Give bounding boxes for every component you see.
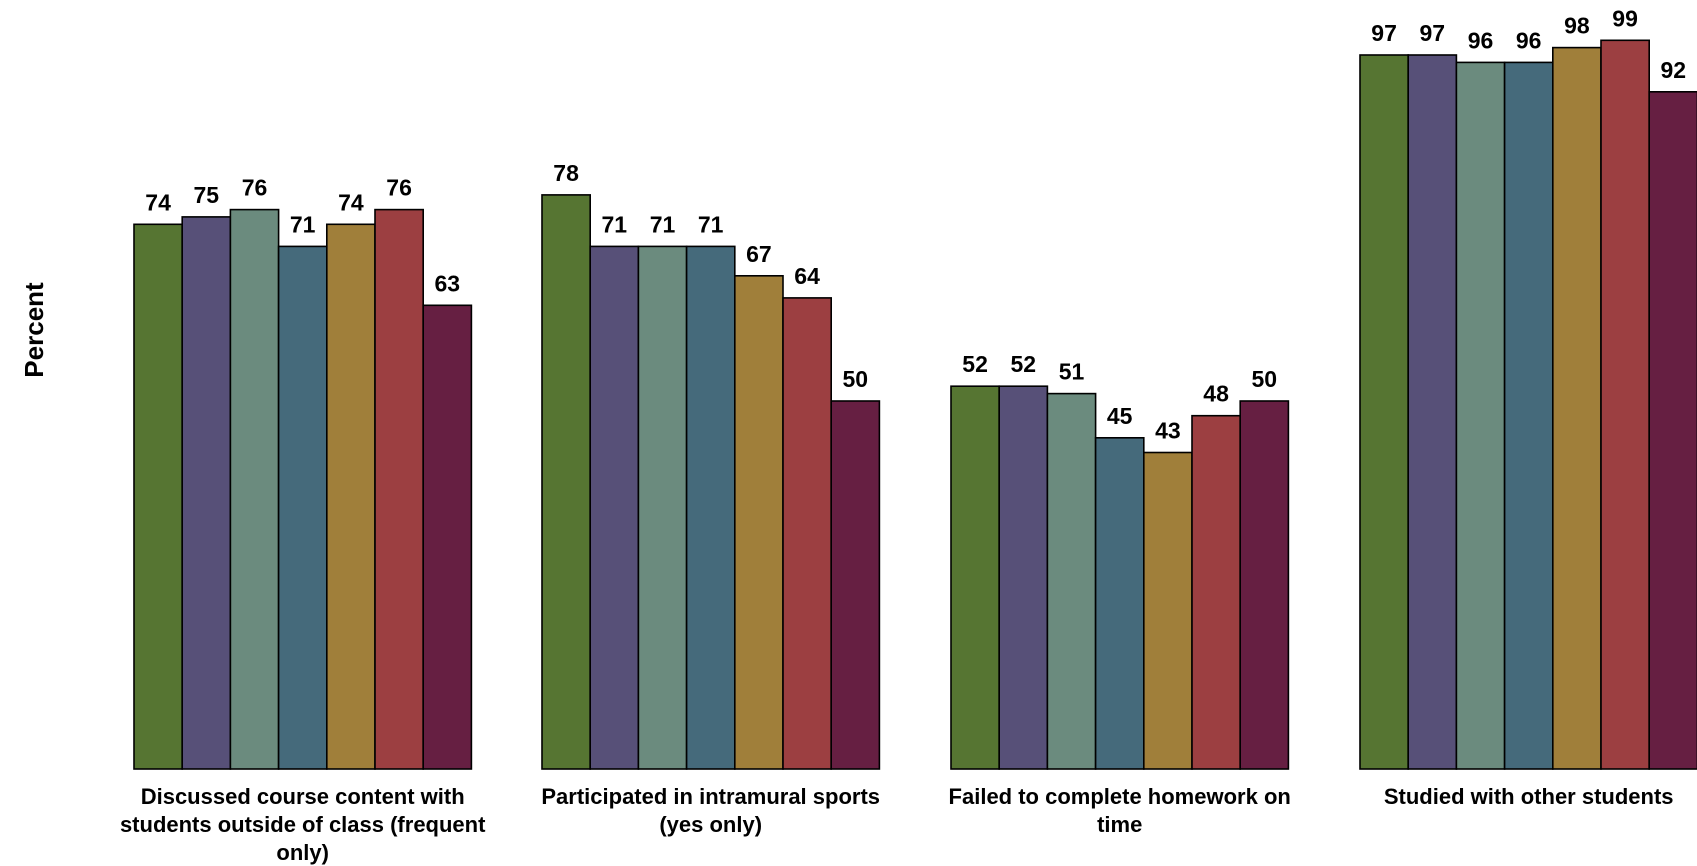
bar-value-label: 71 [602, 211, 628, 237]
bar [1094, 436, 1145, 770]
bar-value-label: 71 [698, 211, 724, 237]
bar [998, 385, 1049, 770]
category-label-line: Participated in intramural sports [541, 784, 880, 809]
bar-value-label: 97 [1420, 20, 1446, 46]
bar [637, 245, 688, 770]
bar-value-label: 50 [1252, 366, 1278, 392]
bar-value-label: 51 [1059, 359, 1085, 385]
bar-value-label: 67 [746, 241, 772, 267]
category-label: Studied with other students [1384, 784, 1674, 809]
bar [229, 208, 280, 770]
bar-value-label: 74 [145, 189, 171, 215]
bar [277, 245, 328, 770]
bar-value-label: 63 [435, 270, 461, 296]
bar [1552, 46, 1602, 770]
category-label: Failed to complete homework on time [949, 784, 1291, 837]
category-label-line: time [1097, 812, 1142, 837]
bar [950, 385, 1001, 770]
y-axis-label: Percent [19, 282, 49, 378]
category-label-line: Discussed course content with [141, 784, 465, 809]
bar [1503, 61, 1554, 770]
category-label-line: students outside of class (frequent [120, 812, 486, 837]
bar-value-label: 71 [290, 211, 316, 237]
bar [541, 194, 592, 770]
bar-value-label: 99 [1612, 5, 1638, 31]
bar [1143, 451, 1193, 770]
category-label-line: Studied with other students [1384, 784, 1674, 809]
bar-value-label: 45 [1107, 403, 1133, 429]
bar-value-label: 48 [1203, 381, 1229, 407]
bar [374, 208, 425, 770]
bar-value-label: 78 [553, 160, 579, 186]
bar [782, 297, 833, 770]
bar [830, 400, 881, 770]
value-labels-layer: 74 75 76 71 74 76 63 78 71 71 71 67 64 50 52 52 51 45 43 48… [145, 5, 1686, 443]
bar-value-label: 52 [1011, 351, 1037, 377]
bar [589, 245, 640, 770]
category-labels-layer: Discussed course content with students ou… [120, 784, 1674, 865]
bar [181, 216, 232, 770]
bar-value-label: 92 [1661, 57, 1687, 83]
bar-value-label: 74 [338, 189, 364, 215]
bar [1239, 400, 1290, 770]
bar-value-label: 71 [650, 211, 676, 237]
category-label: Participated in intramural sports (yes on… [541, 784, 880, 837]
category-label: Discussed course content with students ou… [120, 784, 486, 865]
bar-value-label: 43 [1155, 418, 1181, 444]
bar-value-label: 96 [1516, 27, 1542, 53]
bar-value-label: 98 [1564, 13, 1590, 39]
category-label-line: Failed to complete homework on [949, 784, 1291, 809]
bar-value-label: 97 [1371, 20, 1397, 46]
bar-value-label: 52 [962, 351, 988, 377]
bars-layer [133, 39, 1697, 770]
bar-value-label: 76 [386, 175, 412, 201]
bar [1407, 54, 1458, 770]
bar [685, 245, 736, 770]
bar-value-label: 75 [194, 182, 220, 208]
bar [422, 304, 473, 770]
bar-value-label: 76 [242, 175, 268, 201]
bar [1600, 39, 1651, 770]
bar [1648, 91, 1697, 770]
bar-value-label: 96 [1468, 27, 1494, 53]
bar [1455, 61, 1506, 770]
bar [1359, 54, 1410, 770]
bar [1046, 392, 1097, 770]
bar [733, 274, 784, 770]
category-label-line: only) [276, 840, 329, 865]
bar-value-label: 50 [843, 366, 869, 392]
bar-value-label: 64 [794, 263, 820, 289]
bar [133, 223, 184, 770]
bar [325, 223, 376, 770]
category-label-line: (yes only) [659, 812, 762, 837]
bar [1191, 414, 1242, 770]
